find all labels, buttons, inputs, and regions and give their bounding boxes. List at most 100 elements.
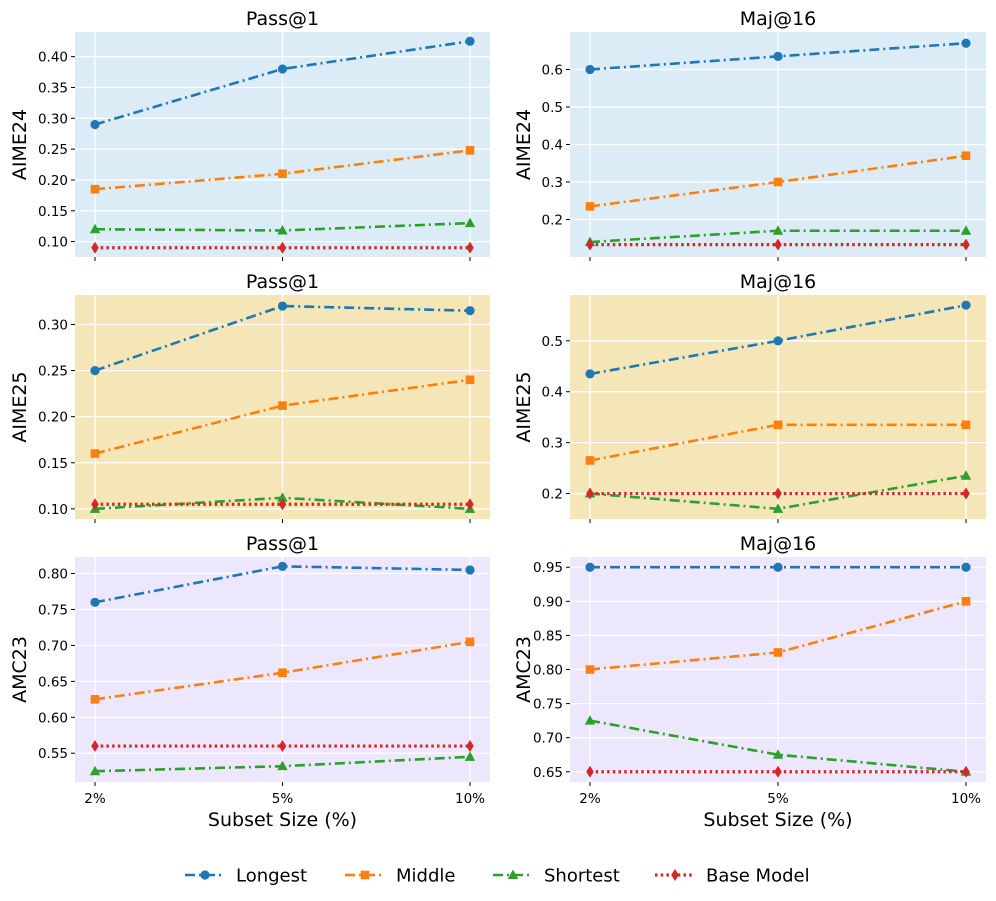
legend-label-longest: Longest <box>236 866 307 887</box>
panel-aime24-maj-at-16: 0.2 0.3 0.4 0.5 0.6 Maj@16 AIME24 <box>513 8 986 261</box>
data-point-middle <box>465 375 475 385</box>
data-point-middle <box>585 202 595 211</box>
y-tick-label: 0.35 <box>38 80 68 96</box>
series-line-longest <box>94 565 471 604</box>
data-point-base-model <box>774 238 782 251</box>
legend-marker-longest <box>200 870 210 880</box>
x-tick-label: 5% <box>272 791 294 807</box>
x-tick-label: 2% <box>579 791 601 807</box>
y-tick-label: 0.80 <box>38 567 68 583</box>
data-point-middle <box>90 695 100 704</box>
y-tick-label: 0.25 <box>38 142 68 158</box>
data-point-shortest <box>464 217 476 228</box>
data-point-middle <box>773 177 783 187</box>
y-tick-label: 0.30 <box>38 111 68 127</box>
y-tick-label: 0.2 <box>542 487 563 503</box>
legend-marker-shortest <box>507 869 519 879</box>
x-tick-label: 10% <box>951 791 981 807</box>
y-tick-label: 0.10 <box>38 502 68 518</box>
data-point-shortest <box>277 760 288 771</box>
data-point-longest <box>90 119 100 130</box>
data-point-base-model <box>774 487 782 500</box>
data-point-middle <box>961 597 971 606</box>
data-point-base-model <box>774 765 782 778</box>
y-axis-label: AIME24 <box>513 109 535 180</box>
panel-title: Maj@16 <box>740 271 817 293</box>
data-point-longest <box>585 369 595 379</box>
y-tick-label: 0.20 <box>38 410 68 426</box>
data-point-longest <box>90 365 100 376</box>
x-axis-label: Subset Size (%) <box>703 809 852 831</box>
data-point-shortest <box>960 225 972 235</box>
panel-amc23-maj-at-16: 0.65 0.70 0.75 0.80 0.85 0.90 0.95 2% 5% 10% Maj@1… <box>513 533 986 831</box>
data-point-shortest <box>772 225 784 235</box>
x-axis-label: Subset Size (%) <box>208 809 357 831</box>
data-point-shortest <box>277 224 288 235</box>
panel-amc23-pass-at-1: 0.55 0.60 0.65 0.70 0.75 0.80 2% 5% 10% Pass@1 AMC… <box>9 533 490 831</box>
y-tick-label: 0.3 <box>542 436 563 452</box>
data-point-longest <box>277 64 288 74</box>
data-point-longest <box>961 38 971 48</box>
panel-aime25-maj-at-16: 0.2 0.3 0.4 0.5 Maj@16 AIME25 <box>513 271 986 523</box>
data-point-base-model <box>278 740 287 753</box>
panel-title: Pass@1 <box>246 271 319 293</box>
data-point-shortest <box>772 749 784 759</box>
data-point-base-model <box>466 498 474 511</box>
data-point-middle <box>278 169 287 179</box>
data-point-longest <box>961 562 971 572</box>
data-point-shortest <box>584 715 596 725</box>
y-tick-label: 0.6 <box>542 63 563 79</box>
y-tick-label: 0.5 <box>542 334 563 350</box>
data-point-longest <box>277 561 288 571</box>
data-point-base-model <box>278 498 287 511</box>
y-tick-label: 0.90 <box>533 594 563 610</box>
data-point-base-model <box>278 241 287 254</box>
data-point-base-model <box>466 241 474 254</box>
y-tick-label: 0.2 <box>542 213 563 229</box>
data-point-middle <box>773 420 783 430</box>
x-tick-label: 10% <box>455 791 485 807</box>
panel-aime24-pass-at-1: 0.10 0.15 0.20 0.25 0.30 0.35 0.40 Pass@1 AIME24 <box>9 8 490 261</box>
y-tick-label: 0.15 <box>38 456 68 472</box>
data-point-longest <box>773 51 783 61</box>
data-point-shortest <box>960 470 972 480</box>
data-point-longest <box>585 64 595 75</box>
y-tick-label: 0.5 <box>542 100 563 116</box>
data-point-middle <box>90 449 100 458</box>
panel-title: Maj@16 <box>740 533 817 555</box>
data-point-longest <box>773 562 783 572</box>
y-tick-label: 0.80 <box>533 663 563 679</box>
panel-title: Pass@1 <box>246 533 319 555</box>
series-line-longest <box>94 304 471 372</box>
x-tick-label: 5% <box>767 791 789 807</box>
data-point-middle <box>465 146 475 155</box>
data-point-base-model <box>586 487 594 500</box>
legend-marker-middle <box>360 870 370 880</box>
data-point-middle <box>961 151 971 161</box>
data-point-middle <box>585 665 595 674</box>
y-tick-label: 0.4 <box>542 138 563 154</box>
data-point-base-model <box>91 498 99 511</box>
data-point-shortest <box>277 492 288 502</box>
legend: Longest Middle Shortest Base Model <box>185 866 810 887</box>
y-axis-label: AIME25 <box>9 371 31 442</box>
y-tick-label: 0.65 <box>533 765 563 781</box>
data-point-longest <box>465 36 475 46</box>
data-point-longest <box>465 565 475 575</box>
data-point-base-model <box>586 238 594 251</box>
data-point-base-model <box>962 487 970 500</box>
data-point-middle <box>773 648 783 657</box>
data-point-shortest <box>772 503 784 513</box>
y-tick-label: 0.95 <box>533 560 563 576</box>
y-tick-label: 0.30 <box>38 317 68 333</box>
data-point-base-model <box>962 238 970 251</box>
series-line-longest <box>589 303 967 376</box>
x-tick-label: 2% <box>84 791 106 807</box>
y-tick-label: 0.60 <box>38 710 68 726</box>
data-point-longest <box>90 597 100 607</box>
data-point-longest <box>585 562 595 572</box>
y-tick-label: 0.40 <box>38 50 68 66</box>
data-point-longest <box>961 300 971 310</box>
panel-aime25-pass-at-1: 0.10 0.15 0.20 0.25 0.30 Pass@1 AIME25 <box>9 271 490 523</box>
